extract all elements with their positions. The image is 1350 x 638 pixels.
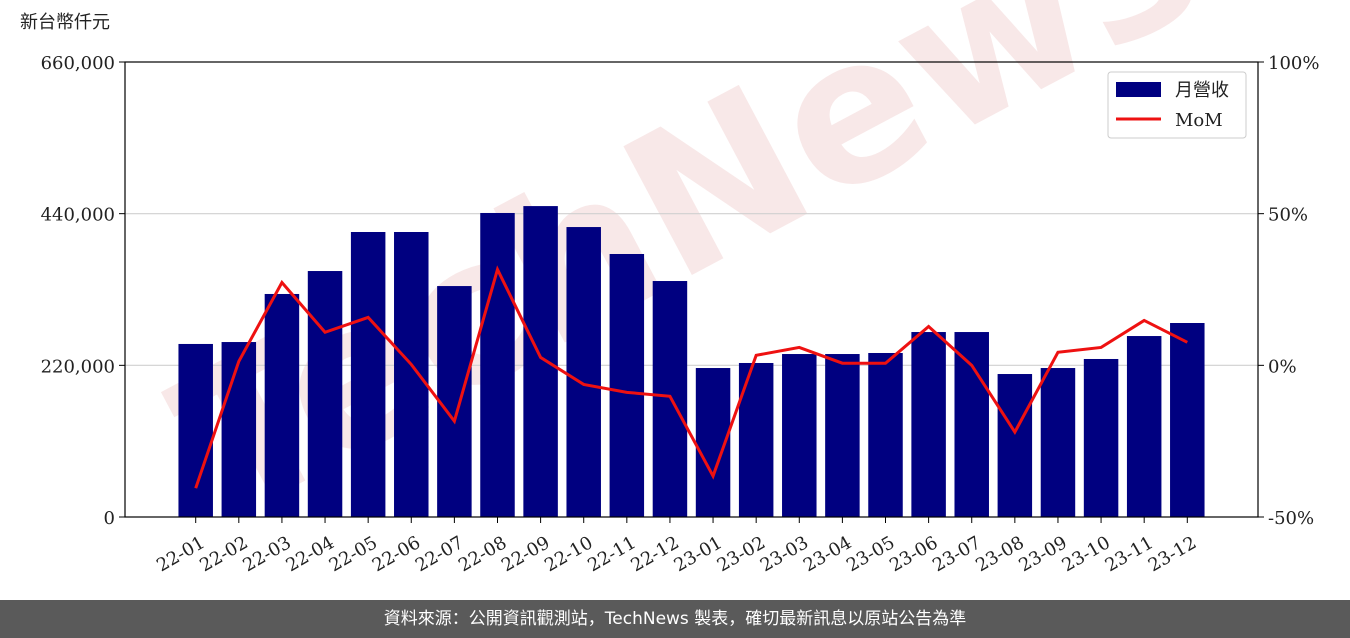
x-tick-label: 23-10 [1059,532,1114,576]
bar [221,342,257,517]
y-tick-label: 220,000 [41,356,115,377]
bar [1170,323,1205,517]
line [194,265,1188,489]
bar [437,286,472,517]
x-tick-label: 22-01 [153,532,208,576]
y-tick-label: 660,000 [41,53,115,74]
x-tick-label: 22-10 [541,532,596,576]
bar [1126,336,1162,517]
x-tick-label: 23-05 [843,532,898,576]
y-tick-label: 440,000 [41,205,115,226]
bar [825,354,860,517]
x-tick-label: 23-11 [1102,532,1157,576]
bar [868,352,903,517]
bar [782,354,817,517]
x-tick-label: 23-08 [972,532,1027,576]
x-tick-label: 23-06 [886,532,941,576]
bar [609,253,645,517]
x-tick-label: 22-09 [498,532,553,576]
bar [911,332,946,517]
chart: 新台幣仟元 TechNews 0220,000440,000660,000-50… [20,0,1319,576]
bar [954,332,989,517]
x-tick-label: 22-02 [196,532,251,576]
bar [523,206,558,518]
y2-tick-label: 50% [1268,205,1308,226]
legend: 月營收 MoM [1107,71,1247,139]
bar [480,212,515,517]
x-tick-label: 22-05 [326,532,381,576]
plot-frame [124,61,1259,518]
x-tick-label: 23-01 [671,532,726,576]
footer: 資料來源：公開資訊觀測站，TechNews 製表，確切最新訊息以原站公告為準 [0,600,1350,638]
y2-tick-label: 0% [1268,356,1297,377]
legend-label: 月營收 [1175,80,1229,101]
x-tick-label: 22-07 [412,532,467,576]
bar [394,232,429,517]
bar [1083,358,1119,517]
x-tick-label: 22-12 [627,532,682,576]
bar [350,232,386,517]
unit-label: 新台幣仟元 [20,12,110,33]
legend-swatch [1116,82,1161,97]
bar [566,227,601,518]
x-tick-label: 23-04 [800,532,855,576]
x-tick-label: 23-03 [757,532,812,576]
x-tick-label: 23-07 [929,532,984,576]
y-tick-label: 0 [104,508,115,529]
x-tick-label: 22-06 [369,532,424,576]
bar [178,343,213,517]
bar [1040,368,1076,517]
bar [997,374,1033,517]
bar [264,293,300,517]
y2-tick-label: 100% [1268,53,1319,74]
legend-label: MoM [1175,110,1223,131]
x-tick-label: 23-12 [1145,532,1200,576]
x-tick-label: 22-11 [584,532,639,576]
x-tick-label: 22-08 [455,532,510,576]
bar [307,271,343,517]
x-tick-label: 23-02 [714,532,769,576]
y2-tick-label: -50% [1268,508,1314,529]
x-tick-label: 23-09 [1015,532,1070,576]
